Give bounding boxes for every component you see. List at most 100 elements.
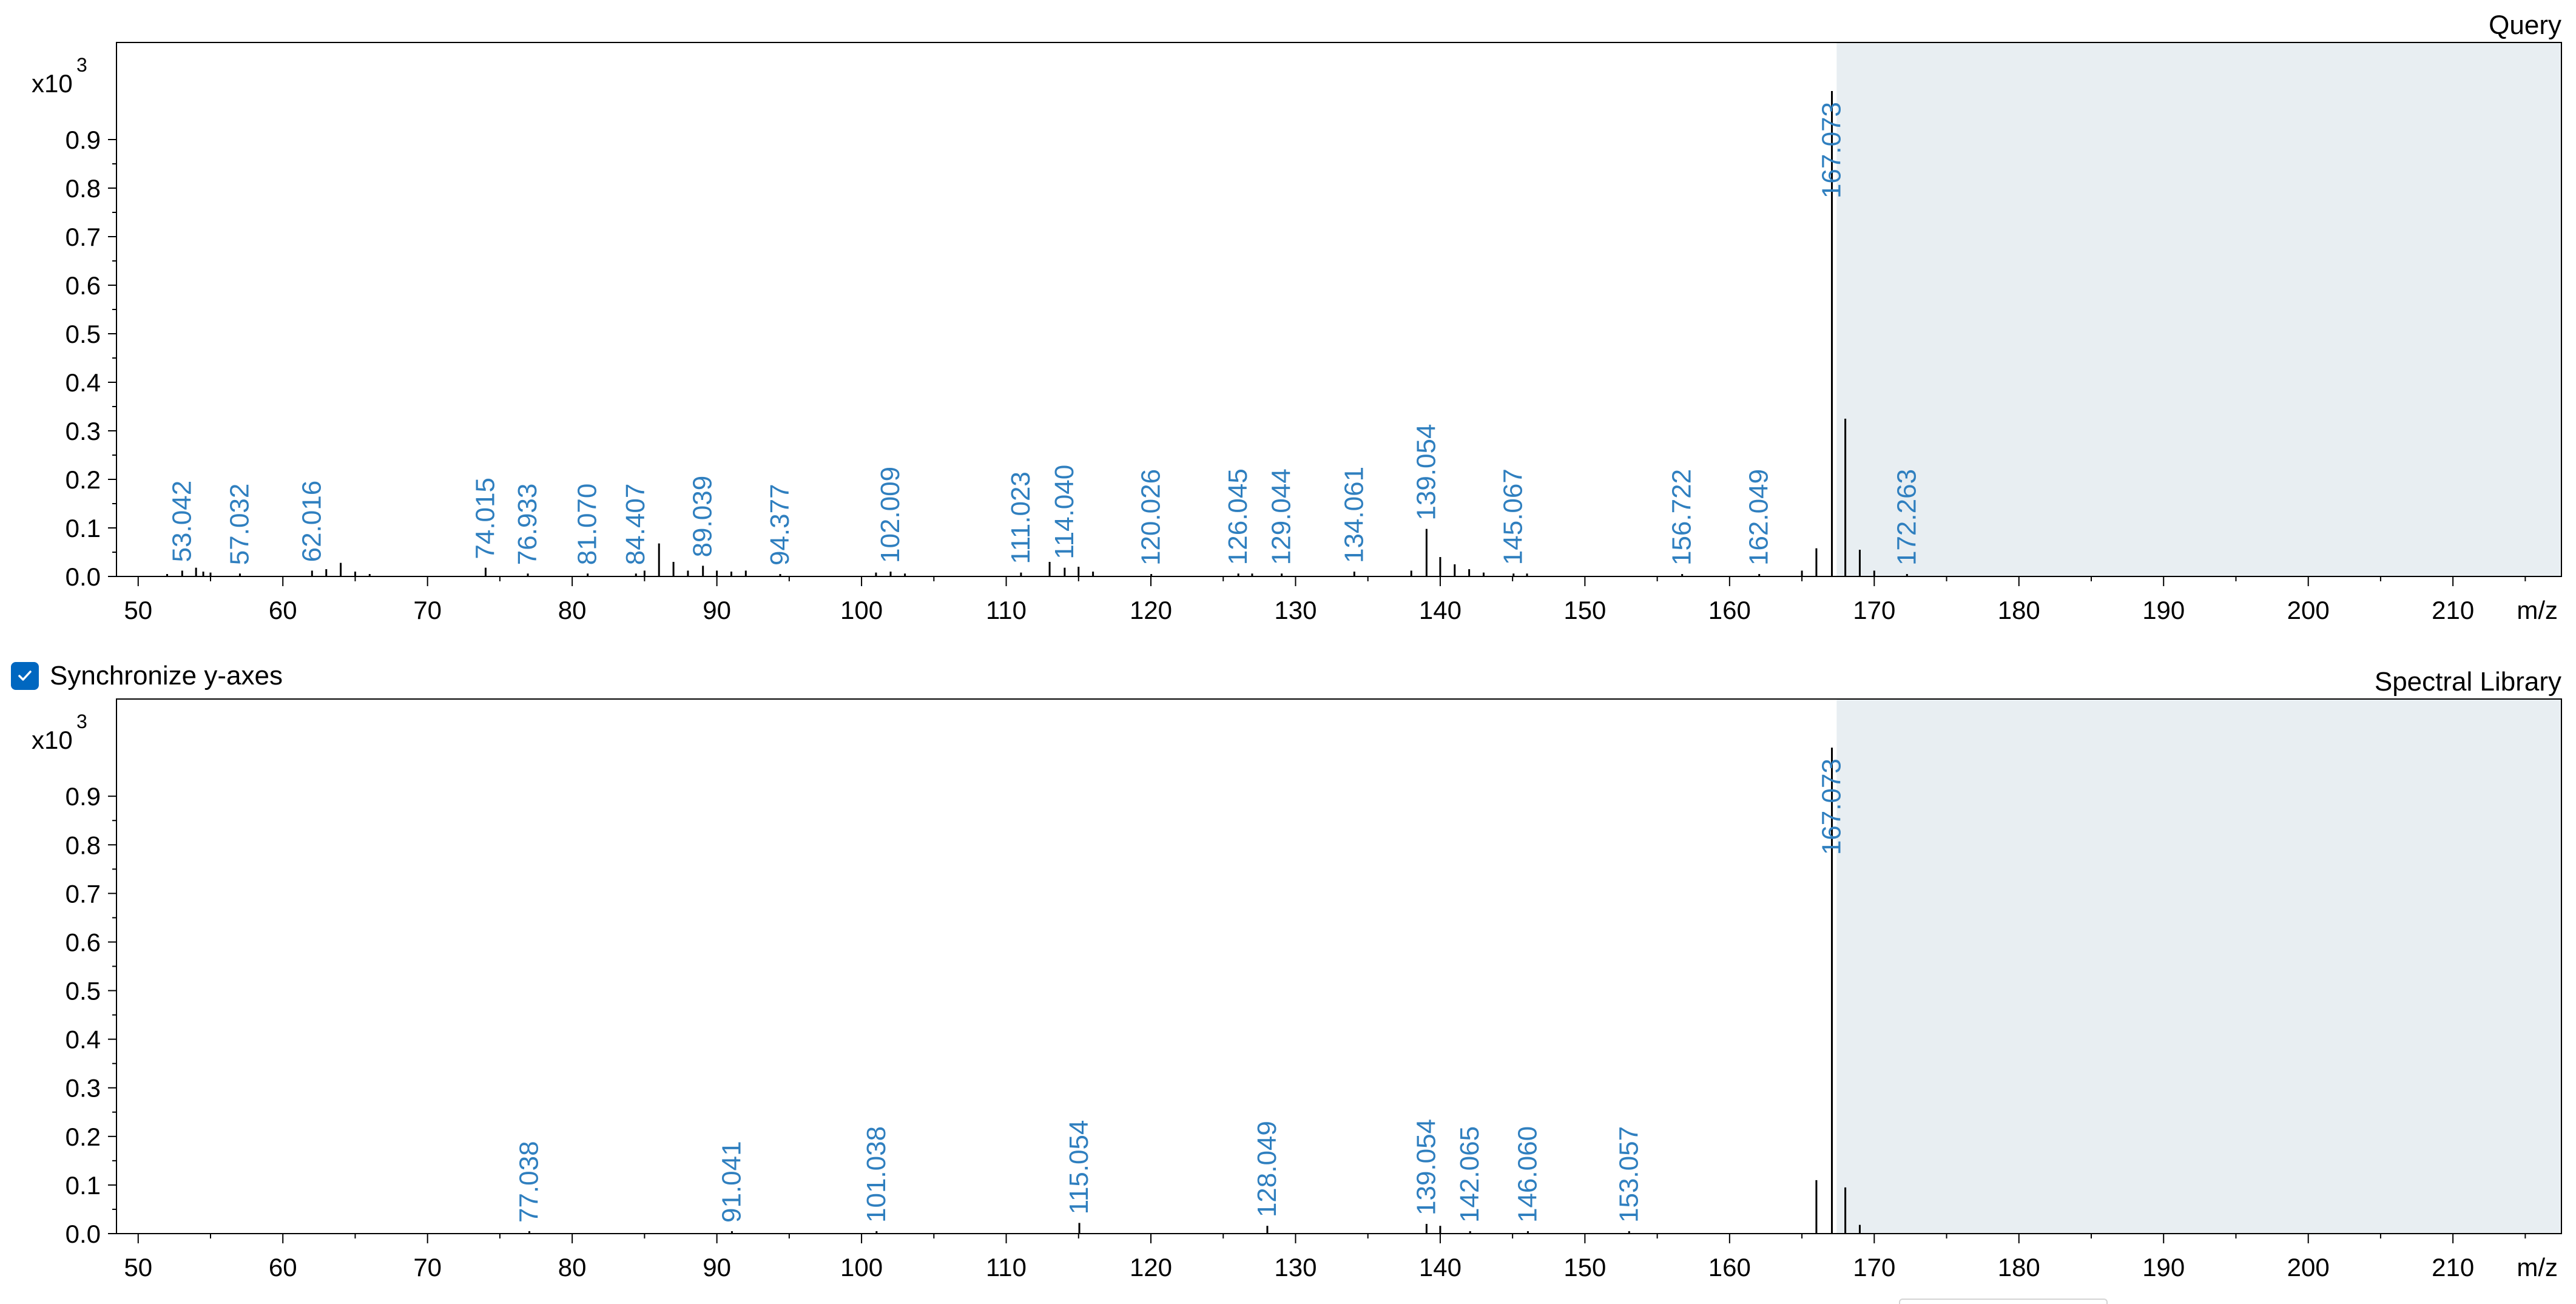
y-tick-label: 0.9 — [66, 126, 101, 154]
x-tick-label: 90 — [703, 596, 731, 624]
peak-label: 53.042 — [167, 481, 197, 562]
peak-label: 139.054 — [1411, 424, 1441, 521]
peak-label: 91.041 — [716, 1141, 746, 1223]
y-scale-label: x10 — [32, 69, 73, 98]
x-tick-label: 70 — [413, 596, 442, 624]
y-tick-label: 0.1 — [66, 1171, 101, 1200]
peak-label: 115.054 — [1064, 1120, 1094, 1215]
peak-label: 153.057 — [1614, 1126, 1644, 1223]
x-tick-label: 120 — [1130, 1253, 1172, 1282]
y-tick-label: 0.2 — [66, 465, 101, 494]
y-tick-label: 0.8 — [66, 174, 101, 203]
peak-label: 101.038 — [861, 1126, 891, 1223]
peak-label: 146.060 — [1512, 1126, 1542, 1223]
x-tick-label: 190 — [2142, 596, 2185, 624]
y-tick-label: 0.4 — [66, 1025, 101, 1054]
x-tick-label: 60 — [269, 596, 297, 624]
x-tick-label: 210 — [2432, 596, 2474, 624]
peak-label: 162.049 — [1744, 469, 1774, 566]
x-tick-label: 140 — [1419, 596, 1462, 624]
y-tick-label: 0.9 — [66, 782, 101, 811]
y-tick-label: 0.0 — [66, 1220, 101, 1248]
x-tick-label: 160 — [1708, 596, 1751, 624]
x-tick-label: 180 — [1998, 1253, 2040, 1282]
x-tick-label: 70 — [413, 1253, 442, 1282]
x-tick-label: 120 — [1130, 596, 1172, 624]
y-scale-exponent: 3 — [76, 711, 87, 732]
x-tick-label: 190 — [2142, 1253, 2185, 1282]
shaded-region — [1836, 699, 2561, 1234]
x-tick-label: 200 — [2287, 596, 2330, 624]
peak-label: 62.016 — [297, 481, 326, 562]
y-tick-label: 0.5 — [66, 977, 101, 1005]
x-tick-label: 200 — [2287, 1253, 2330, 1282]
peak-label: 167.073 — [1817, 102, 1847, 198]
panel-title: Spectral Library — [2375, 667, 2561, 697]
x-tick-label: 210 — [2432, 1253, 2474, 1282]
y-tick-label: 0.7 — [66, 223, 101, 251]
x-tick-label: 80 — [558, 1253, 587, 1282]
checkmark-icon — [18, 671, 32, 681]
y-tick-label: 0.8 — [66, 831, 101, 859]
y-tick-label: 0.0 — [66, 562, 101, 591]
y-tick-label: 0.6 — [66, 271, 101, 300]
peak-label: 74.015 — [470, 478, 500, 559]
x-tick-label: 50 — [124, 596, 152, 624]
y-tick-label: 0.6 — [66, 928, 101, 956]
y-tick-label: 0.3 — [66, 1074, 101, 1103]
y-scale-label: x10 — [32, 726, 73, 754]
x-tick-label: 50 — [124, 1253, 152, 1282]
peak-label: 126.045 — [1223, 468, 1253, 565]
x-tick-label: 150 — [1563, 596, 1606, 624]
x-tick-label: 100 — [840, 1253, 883, 1282]
y-tick-label: 0.1 — [66, 514, 101, 542]
peak-label: 145.067 — [1499, 468, 1528, 565]
y-tick-label: 0.4 — [66, 368, 101, 397]
peak-label: 142.065 — [1455, 1126, 1485, 1223]
x-tick-label: 170 — [1853, 1253, 1895, 1282]
peak-label: 129.044 — [1267, 468, 1296, 565]
x-tick-label: 110 — [986, 596, 1027, 624]
peak-label: 57.032 — [224, 484, 254, 566]
y-tick-label: 0.3 — [66, 417, 101, 445]
peak-label: 167.073 — [1817, 758, 1847, 855]
peak-label: 139.054 — [1411, 1119, 1441, 1215]
x-tick-label: 60 — [269, 1253, 297, 1282]
x-axis-label: m/z — [2517, 596, 2558, 624]
synchronize-y-axes-checkbox[interactable] — [11, 662, 39, 690]
x-tick-label: 90 — [703, 1253, 731, 1282]
peak-label: 114.040 — [1050, 465, 1079, 559]
x-tick-label: 160 — [1708, 1253, 1751, 1282]
peak-label: 134.061 — [1339, 467, 1369, 563]
peak-label: 111.023 — [1006, 471, 1036, 564]
x-tick-label: 80 — [558, 596, 587, 624]
peak-label: 81.070 — [573, 484, 602, 566]
peak-label: 102.009 — [875, 467, 905, 563]
synchronize-y-axes-toggle[interactable]: Synchronize y-axes — [11, 660, 283, 692]
x-tick-label: 100 — [840, 596, 883, 624]
y-tick-label: 0.2 — [66, 1123, 101, 1151]
peak-label: 84.407 — [621, 484, 650, 566]
scroll-handle — [1899, 1299, 2108, 1304]
peak-label: 77.038 — [514, 1141, 544, 1223]
x-tick-label: 150 — [1563, 1253, 1606, 1282]
x-tick-label: 140 — [1419, 1253, 1462, 1282]
peak-label: 94.377 — [765, 484, 795, 566]
peak-label: 120.026 — [1136, 469, 1166, 566]
shaded-region — [1836, 42, 2561, 576]
peak-label: 89.039 — [688, 476, 718, 558]
x-tick-label: 180 — [1998, 596, 2040, 624]
y-scale-exponent: 3 — [76, 54, 87, 76]
peak-label: 156.722 — [1667, 469, 1697, 566]
y-tick-label: 0.7 — [66, 879, 101, 908]
x-tick-label: 130 — [1274, 1253, 1317, 1282]
x-tick-label: 130 — [1274, 596, 1317, 624]
y-tick-label: 0.5 — [66, 320, 101, 348]
peak-label: 172.263 — [1892, 469, 1921, 566]
peak-label: 128.049 — [1252, 1121, 1282, 1217]
panel-title: Query — [2489, 10, 2561, 40]
x-axis-label: m/z — [2517, 1253, 2558, 1282]
